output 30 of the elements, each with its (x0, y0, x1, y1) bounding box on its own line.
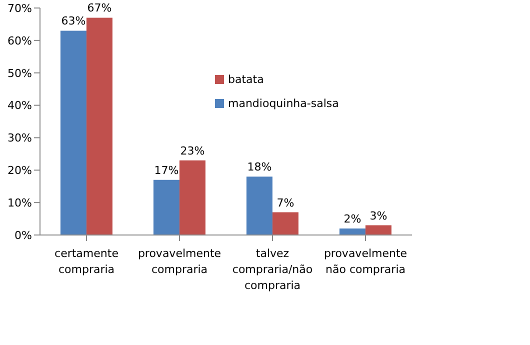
x-tick-label: certamente compraria (54, 247, 119, 276)
data-label: 2% (344, 212, 362, 226)
legend-label: mandioquinha-salsa (228, 97, 339, 110)
x-tick-label: talvez compraria/não compraria (232, 247, 313, 292)
bar (153, 180, 180, 235)
bar (179, 160, 206, 235)
y-tick-label: 70% (8, 2, 32, 15)
bar (272, 212, 298, 235)
data-label: 67% (87, 2, 112, 15)
legend-label: batata (228, 73, 264, 86)
bar (86, 18, 112, 235)
data-label: 23% (180, 144, 205, 158)
x-tick-label: provavelmente compraria (138, 247, 222, 276)
y-tick-label: 20% (8, 164, 32, 178)
data-label: 3% (370, 209, 388, 222)
bar (246, 176, 272, 235)
y-tick-label: 30% (8, 132, 32, 145)
y-tick-label: 10% (8, 196, 32, 210)
data-label: 17% (154, 164, 179, 177)
y-tick-label: 50% (8, 66, 32, 80)
y-tick-label: 40% (8, 99, 32, 112)
bar (339, 228, 366, 235)
bar (60, 30, 86, 235)
data-label: 7% (276, 196, 294, 210)
data-label: 18% (247, 160, 272, 174)
data-label: 63% (61, 14, 86, 28)
bar (365, 225, 392, 235)
y-tick-label: 60% (8, 34, 32, 48)
x-tick-label: provavelmente não compraria (324, 247, 408, 276)
y-tick-label: 0% (14, 228, 32, 242)
